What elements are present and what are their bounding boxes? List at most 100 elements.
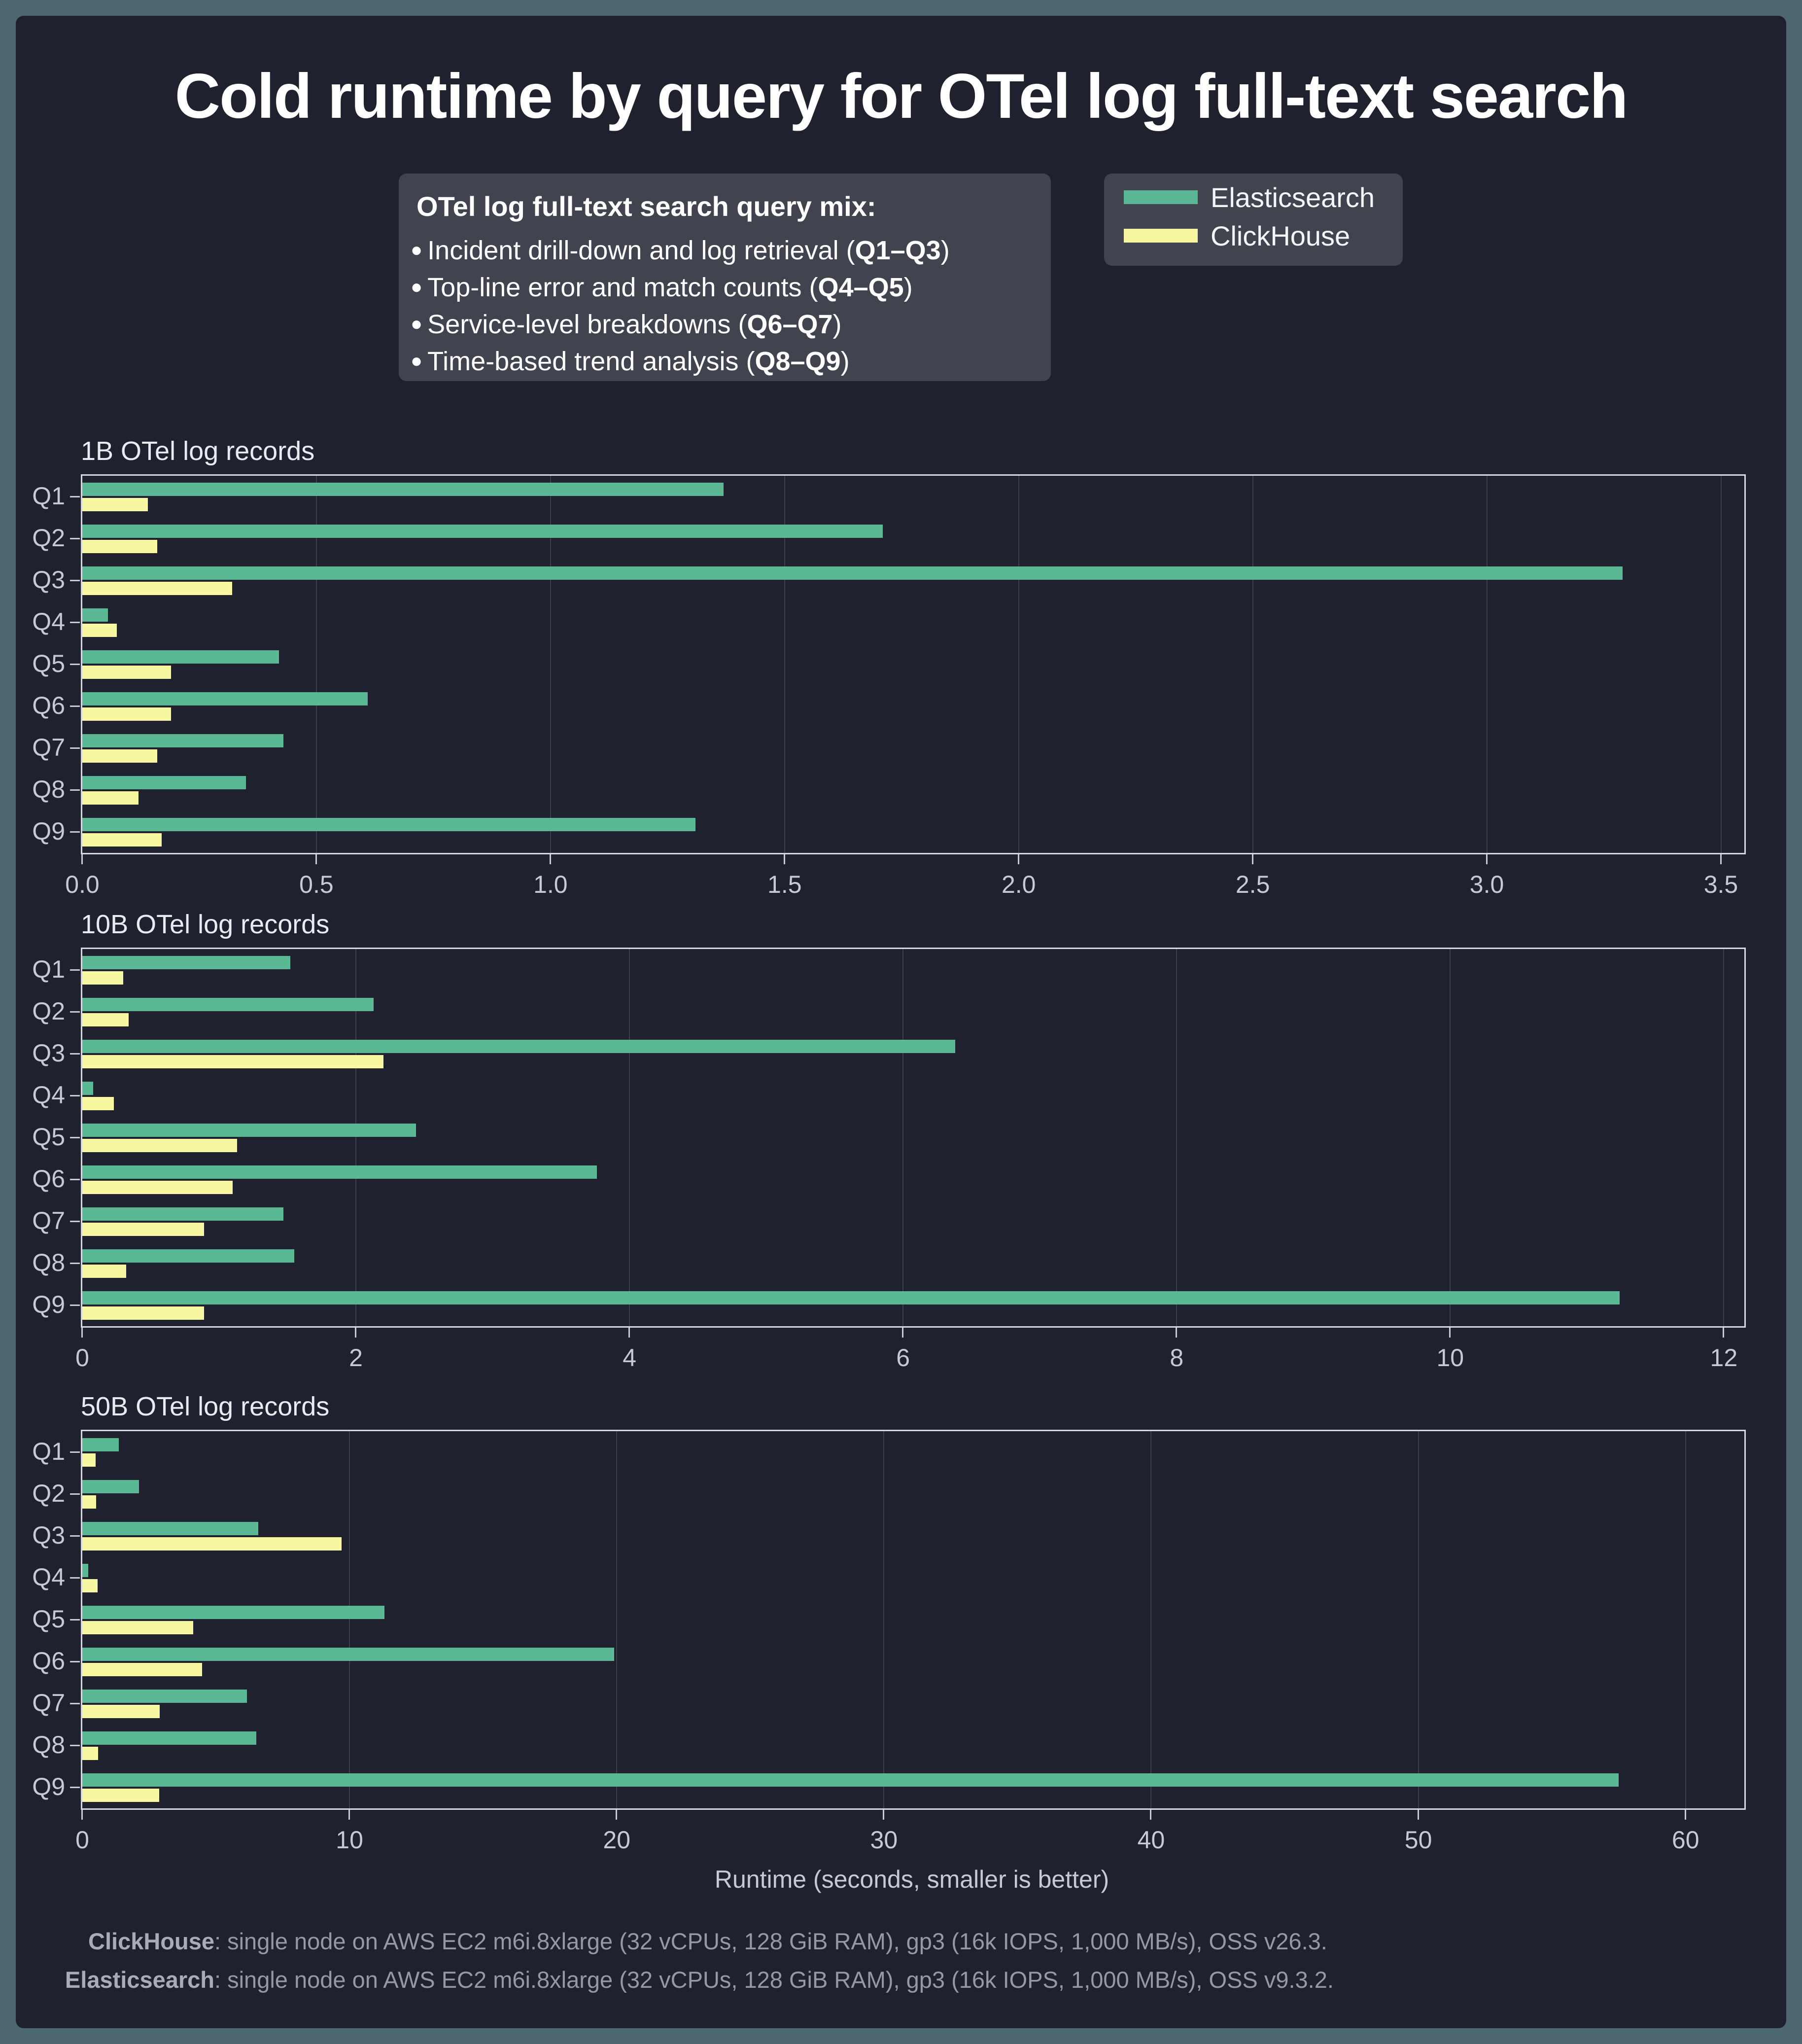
chart-2-x-tick-12 xyxy=(1723,1328,1725,1338)
chart-2-bar-clickhouse-Q5 xyxy=(82,1138,237,1152)
chart-3-y-label-Q5: Q5 xyxy=(32,1605,65,1633)
chart-2-gridline-2 xyxy=(355,949,357,1326)
chart-2-plot-area xyxy=(81,948,1746,1328)
chart-1-gridline-3.0 xyxy=(1486,476,1488,853)
chart-1-x-tick-label-1.0: 1.0 xyxy=(533,871,568,898)
query-mix-bullet-4: ● Time-based trend analysis (Q8–Q9) xyxy=(411,347,850,376)
chart-2-x-tick-label-6: 6 xyxy=(896,1344,910,1372)
chart-2-y-tick-Q9 xyxy=(70,1304,80,1306)
chart-2-y-label-Q9: Q9 xyxy=(32,1290,65,1318)
chart-1-x-tick-label-3.0: 3.0 xyxy=(1469,871,1504,898)
chart-3-bar-clickhouse-Q3 xyxy=(82,1537,342,1551)
chart-1-y-tick-Q9 xyxy=(70,831,80,833)
footnote-elasticsearch-text: : single node on AWS EC2 m6i.8xlarge (32… xyxy=(214,1967,1334,1993)
chart-2-x-tick-2 xyxy=(355,1328,357,1338)
chart-3-bar-elasticsearch-Q9 xyxy=(82,1773,1619,1787)
chart-1-x-tick-label-0.5: 0.5 xyxy=(299,871,334,898)
chart-2-gridline-6 xyxy=(902,949,904,1326)
chart-3-x-tick-label-50: 50 xyxy=(1404,1826,1432,1854)
chart-3-y-tick-Q9 xyxy=(70,1786,80,1788)
elasticsearch-swatch-icon xyxy=(1124,190,1198,204)
footnote-elasticsearch: Elasticsearch: single node on AWS EC2 m6… xyxy=(16,1966,1334,1993)
chart-3-y-label-Q2: Q2 xyxy=(32,1479,65,1507)
chart-2-x-tick-label-4: 4 xyxy=(623,1344,637,1372)
figure-card: Cold runtime by query for OTel log full-… xyxy=(16,16,1786,2028)
chart-2-bar-clickhouse-Q2 xyxy=(82,1013,129,1026)
chart-3-bar-clickhouse-Q9 xyxy=(82,1788,160,1802)
chart-3-bar-clickhouse-Q5 xyxy=(82,1621,193,1634)
chart-1-bar-clickhouse-Q7 xyxy=(82,749,157,763)
chart-1-gridline-3.5 xyxy=(1720,476,1722,853)
chart-1-x-tick-label-0.0: 0.0 xyxy=(65,871,100,898)
chart-2-y-tick-Q8 xyxy=(70,1262,80,1264)
chart-3-bar-clickhouse-Q8 xyxy=(82,1746,98,1760)
chart-3-x-tick-label-0: 0 xyxy=(75,1826,89,1854)
chart-3-y-tick-Q2 xyxy=(70,1493,80,1495)
chart-2-x-tick-8 xyxy=(1176,1328,1178,1338)
chart-2-bar-elasticsearch-Q2 xyxy=(82,997,374,1011)
chart-3-bar-elasticsearch-Q8 xyxy=(82,1731,257,1745)
chart-1-y-label-Q9: Q9 xyxy=(32,817,65,845)
chart-1-bar-elasticsearch-Q9 xyxy=(82,817,696,831)
chart-1-bar-elasticsearch-Q8 xyxy=(82,775,246,789)
chart-3-bar-clickhouse-Q6 xyxy=(82,1662,203,1676)
footnote-clickhouse-name: ClickHouse xyxy=(88,1928,214,1954)
chart-2-bar-elasticsearch-Q4 xyxy=(82,1081,94,1095)
chart-3-bar-elasticsearch-Q1 xyxy=(82,1438,119,1451)
chart-3-gridline-30 xyxy=(883,1431,885,1808)
bullet-dot-icon: ● xyxy=(411,313,423,335)
chart-1-bar-elasticsearch-Q3 xyxy=(82,566,1623,580)
chart-3-y-label-Q8: Q8 xyxy=(32,1730,65,1759)
chart-2-y-label-Q5: Q5 xyxy=(32,1123,65,1151)
footnote-clickhouse-text: : single node on AWS EC2 m6i.8xlarge (32… xyxy=(214,1928,1327,1954)
chart-3-gridline-40 xyxy=(1150,1431,1152,1808)
chart-1-gridline-1.5 xyxy=(784,476,785,853)
chart-3-bar-elasticsearch-Q7 xyxy=(82,1689,247,1703)
chart-2-bar-elasticsearch-Q5 xyxy=(82,1123,416,1137)
legend-label-elasticsearch: Elasticsearch xyxy=(1211,181,1375,213)
chart-1-y-label-Q4: Q4 xyxy=(32,607,65,635)
chart-3-x-tick-label-60: 60 xyxy=(1671,1826,1699,1854)
chart-1-bar-clickhouse-Q3 xyxy=(82,581,232,595)
chart-2-bar-clickhouse-Q9 xyxy=(82,1306,204,1320)
chart-1-y-label-Q6: Q6 xyxy=(32,691,65,719)
chart-1-y-label-Q8: Q8 xyxy=(32,775,65,803)
bullet-dot-icon: ● xyxy=(411,350,423,372)
chart-2-title: 10B OTel log records xyxy=(81,910,330,939)
chart-3-y-tick-Q4 xyxy=(70,1577,80,1579)
chart-2-y-tick-Q7 xyxy=(70,1220,80,1222)
chart-3-y-tick-Q8 xyxy=(70,1744,80,1746)
chart-3-x-tick-label-40: 40 xyxy=(1137,1826,1165,1854)
chart-1-x-tick-label-3.5: 3.5 xyxy=(1703,871,1738,898)
chart-1-x-tick-label-2.5: 2.5 xyxy=(1235,871,1270,898)
chart-2-y-label-Q6: Q6 xyxy=(32,1164,65,1193)
chart-2-bar-elasticsearch-Q8 xyxy=(82,1249,295,1263)
chart-1-bar-elasticsearch-Q5 xyxy=(82,650,279,664)
bullet-dot-icon: ● xyxy=(411,239,423,261)
chart-1-y-tick-Q1 xyxy=(70,495,80,497)
query-mix-bullet-2: ● Top-line error and match counts (Q4–Q5) xyxy=(411,273,913,302)
chart-2-bar-elasticsearch-Q6 xyxy=(82,1165,597,1179)
chart-3-title: 50B OTel log records xyxy=(81,1392,330,1421)
chart-1-y-tick-Q8 xyxy=(70,789,80,791)
chart-2-y-label-Q4: Q4 xyxy=(32,1081,65,1109)
chart-2-x-tick-label-10: 10 xyxy=(1436,1344,1464,1372)
chart-2-gridline-12 xyxy=(1723,949,1725,1326)
chart-3-bar-elasticsearch-Q3 xyxy=(82,1521,259,1535)
chart-1-y-tick-Q5 xyxy=(70,663,80,665)
chart-1-bar-clickhouse-Q5 xyxy=(82,665,172,679)
chart-1-y-tick-Q6 xyxy=(70,705,80,707)
chart-1-gridline-2.0 xyxy=(1018,476,1019,853)
chart-3-bar-clickhouse-Q4 xyxy=(82,1579,98,1592)
chart-3-bar-elasticsearch-Q6 xyxy=(82,1647,614,1661)
chart-2-y-tick-Q4 xyxy=(70,1094,80,1096)
chart-3-x-tick-50 xyxy=(1417,1810,1419,1820)
chart-2-x-tick-label-12: 12 xyxy=(1710,1344,1738,1372)
chart-3-x-tick-0 xyxy=(81,1810,83,1820)
chart-2-x-tick-10 xyxy=(1449,1328,1451,1338)
chart-3-x-tick-60 xyxy=(1684,1810,1686,1820)
chart-1-bar-clickhouse-Q8 xyxy=(82,791,139,805)
chart-3-y-label-Q3: Q3 xyxy=(32,1521,65,1549)
chart-3-x-tick-10 xyxy=(348,1810,350,1820)
chart-1-y-tick-Q3 xyxy=(70,579,80,581)
